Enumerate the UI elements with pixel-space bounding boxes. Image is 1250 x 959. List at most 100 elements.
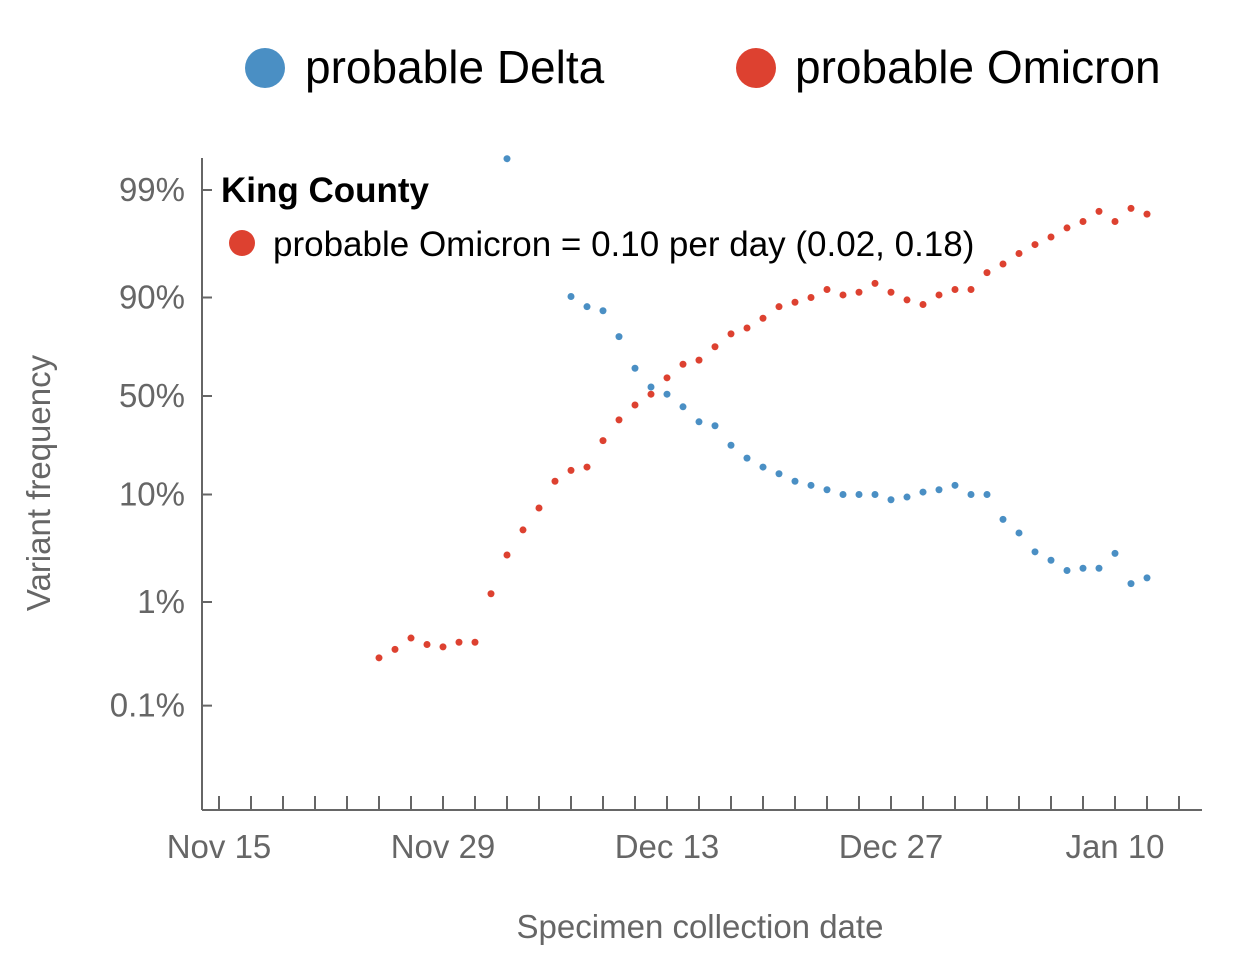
plot-overlay: King County probable Omicron = 0.10 per … bbox=[221, 171, 974, 264]
omicron-point bbox=[567, 466, 575, 474]
delta-point bbox=[1031, 548, 1039, 556]
omicron-point bbox=[631, 401, 639, 409]
delta-point bbox=[759, 463, 767, 471]
omicron-point bbox=[695, 356, 703, 364]
legend: probable Delta probable Omicron bbox=[245, 41, 1161, 93]
delta-point bbox=[1127, 580, 1135, 588]
x-tick-label: Jan 10 bbox=[1065, 828, 1164, 865]
delta-point bbox=[695, 418, 703, 426]
legend-label-omicron: probable Omicron bbox=[795, 41, 1161, 93]
omicron-point bbox=[1063, 224, 1071, 232]
delta-point bbox=[503, 155, 511, 163]
omicron-point bbox=[887, 288, 895, 296]
delta-point bbox=[967, 491, 975, 499]
omicron-point bbox=[791, 298, 799, 306]
omicron-point bbox=[823, 285, 831, 293]
omicron-point bbox=[1095, 207, 1103, 215]
omicron-point bbox=[423, 640, 431, 648]
delta-point bbox=[1095, 564, 1103, 572]
legend-marker-delta bbox=[245, 48, 285, 88]
omicron-point bbox=[871, 279, 879, 287]
delta-point bbox=[951, 481, 959, 489]
omicron-point bbox=[535, 504, 543, 512]
delta-point bbox=[871, 491, 879, 499]
omicron-point bbox=[967, 285, 975, 293]
region-title: King County bbox=[221, 171, 430, 210]
omicron-point bbox=[1031, 241, 1039, 249]
omicron-point bbox=[471, 638, 479, 646]
delta-point bbox=[999, 515, 1007, 523]
annotation-marker bbox=[229, 230, 255, 256]
omicron-point bbox=[503, 551, 511, 559]
growth-rate-annotation: probable Omicron = 0.10 per day (0.02, 0… bbox=[273, 225, 974, 264]
omicron-point bbox=[759, 314, 767, 322]
omicron-point bbox=[855, 288, 863, 296]
omicron-point bbox=[807, 293, 815, 301]
omicron-point bbox=[1015, 250, 1023, 258]
y-tick-label: 10% bbox=[119, 476, 185, 513]
delta-point bbox=[887, 496, 895, 504]
delta-point bbox=[615, 333, 623, 341]
omicron-point bbox=[903, 296, 911, 304]
delta-point bbox=[855, 491, 863, 499]
delta-point bbox=[663, 390, 671, 398]
delta-point bbox=[647, 383, 655, 391]
y-tick-label: 1% bbox=[137, 583, 185, 620]
omicron-point bbox=[391, 645, 399, 653]
delta-point bbox=[1015, 529, 1023, 537]
x-tick-label: Nov 15 bbox=[167, 828, 272, 865]
delta-point bbox=[1111, 549, 1119, 557]
delta-point bbox=[1079, 564, 1087, 572]
omicron-point bbox=[775, 303, 783, 311]
y-tick-label: 90% bbox=[119, 278, 185, 315]
x-tick-label: Dec 13 bbox=[615, 828, 720, 865]
omicron-point bbox=[599, 437, 607, 445]
delta-point bbox=[775, 470, 783, 478]
omicron-point bbox=[1079, 218, 1087, 226]
delta-point bbox=[583, 303, 591, 311]
omicron-point bbox=[519, 526, 527, 534]
omicron-point bbox=[663, 374, 671, 382]
delta-point bbox=[727, 441, 735, 449]
delta-point bbox=[983, 491, 991, 499]
omicron-point bbox=[679, 360, 687, 368]
omicron-point bbox=[1111, 218, 1119, 226]
x-axis-title: Specimen collection date bbox=[517, 908, 884, 945]
delta-point bbox=[711, 422, 719, 430]
omicron-point bbox=[455, 638, 463, 646]
omicron-point bbox=[551, 477, 559, 485]
y-tick-label: 99% bbox=[119, 171, 185, 208]
delta-point bbox=[903, 493, 911, 501]
legend-label-delta: probable Delta bbox=[305, 41, 605, 93]
omicron-point bbox=[439, 643, 447, 651]
omicron-point bbox=[711, 343, 719, 351]
omicron-point bbox=[407, 634, 415, 642]
delta-point bbox=[823, 486, 831, 494]
omicron-point bbox=[1143, 210, 1151, 218]
x-axis-ticks: Nov 15 Nov 29 Dec 13 Dec 27 Jan 10 bbox=[167, 796, 1180, 865]
delta-point bbox=[743, 454, 751, 462]
y-tick-label: 0.1% bbox=[110, 687, 185, 724]
omicron-point bbox=[487, 590, 495, 598]
omicron-point bbox=[615, 416, 623, 424]
omicron-point bbox=[919, 301, 927, 309]
delta-point bbox=[631, 364, 639, 372]
x-tick-label: Dec 27 bbox=[839, 828, 944, 865]
omicron-point bbox=[839, 291, 847, 299]
y-axis-ticks: 99% 90% 50% 10% 1% 0.1% bbox=[110, 171, 212, 724]
delta-point bbox=[791, 477, 799, 485]
omicron-point bbox=[727, 330, 735, 338]
delta-point bbox=[599, 307, 607, 315]
delta-point bbox=[567, 292, 575, 300]
data-points bbox=[375, 155, 1151, 662]
omicron-point bbox=[1047, 233, 1055, 241]
delta-point bbox=[807, 481, 815, 489]
delta-point bbox=[935, 486, 943, 494]
omicron-point bbox=[375, 654, 383, 662]
omicron-point bbox=[951, 285, 959, 293]
delta-point bbox=[839, 491, 847, 499]
omicron-point bbox=[647, 390, 655, 398]
x-tick-label: Nov 29 bbox=[391, 828, 496, 865]
y-axis-title: Variant frequency bbox=[20, 354, 57, 611]
